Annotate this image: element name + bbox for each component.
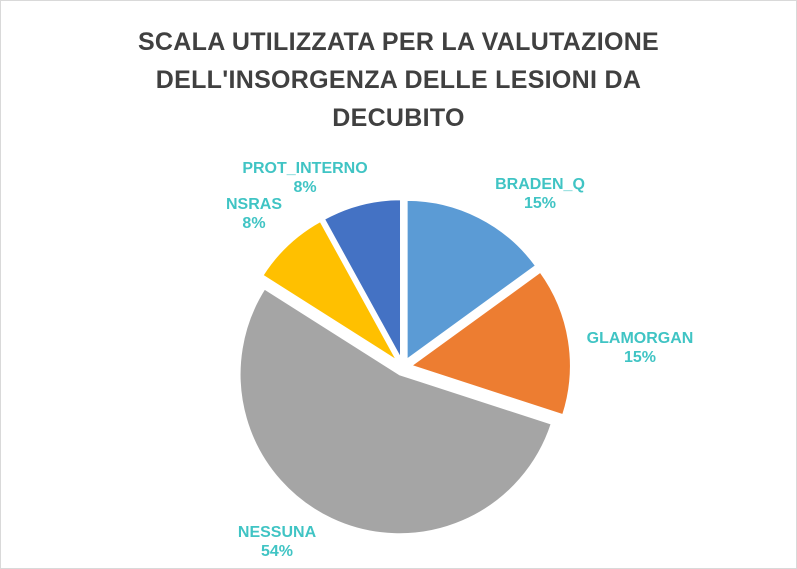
value-label-nsras: 8% [242, 215, 266, 232]
pie-slice-braden-q [405, 198, 538, 362]
chart-title-line-1: SCALA UTILIZZATA PER LA VALUTAZIONE [137, 28, 660, 56]
category-label-prot-interno: PROT_INTERNO [242, 160, 368, 177]
data-label-nsras: NSRAS 8% [226, 195, 282, 233]
data-label-glamorgan: GLAMORGAN 15% [587, 329, 694, 367]
data-label-prot-interno: PROT_INTERNO 8% [242, 159, 367, 197]
category-label-braden-q: BRADEN_Q [495, 176, 585, 193]
value-label-prot-interno: 8% [293, 179, 317, 196]
pie-slice-nessuna [238, 287, 554, 536]
category-label-glamorgan: GLAMORGAN [586, 330, 694, 347]
chart-title-line-2: DELL'INSORGENZA DELLE LESIONI DA [155, 66, 642, 94]
value-label-braden-q: 15% [523, 195, 557, 212]
value-label-nessuna: 54% [260, 543, 294, 560]
pie-slice-prot-interno [322, 198, 403, 360]
pie-slice-nsras [261, 219, 399, 363]
data-label-nessuna: NESSUNA 54% [238, 523, 316, 561]
value-label-glamorgan: 15% [623, 349, 657, 366]
data-label-braden-q: BRADEN_Q 15% [495, 175, 585, 213]
category-label-nessuna: NESSUNA [237, 524, 317, 541]
chart-title-line-3: DECUBITO [332, 104, 465, 132]
category-label-nsras: NSRAS [225, 196, 283, 213]
pie-slice-glamorgan [408, 270, 572, 417]
chart-title: SCALA UTILIZZATA PER LA VALUTAZIONE DELL… [1, 23, 796, 137]
